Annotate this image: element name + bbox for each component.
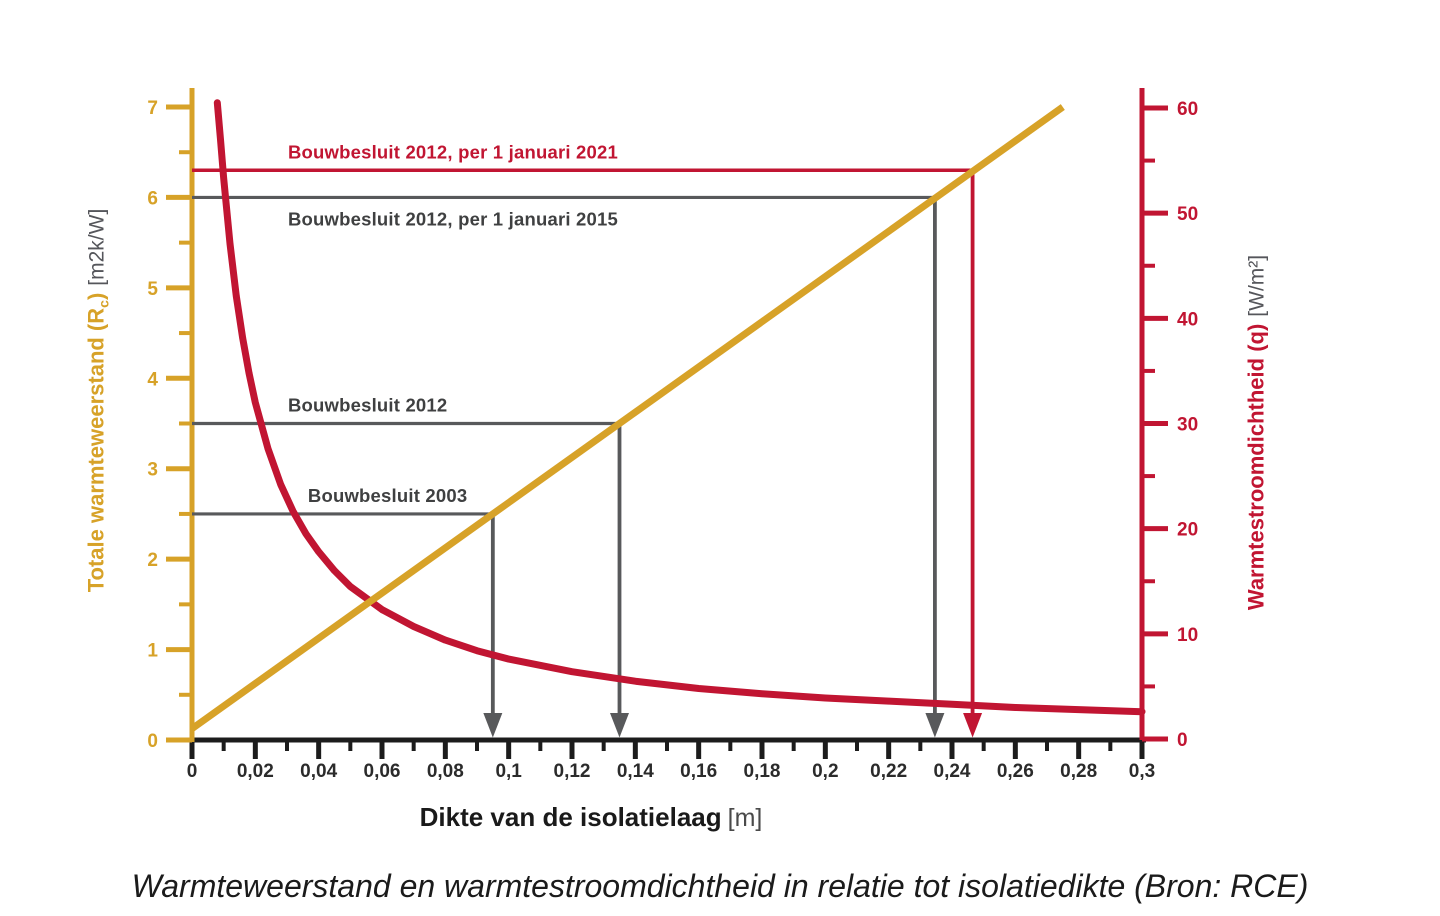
- series-rc-line: [189, 104, 1065, 732]
- annotation-label: Bouwbesluit 2012: [288, 395, 447, 416]
- left-axis-title: Totale warmteweerstand (Rc) [m2k/W]: [81, 91, 120, 711]
- down-arrow-icon: [925, 713, 945, 738]
- x-axis-title-unit: [m]: [727, 804, 763, 832]
- right-axis-title: Warmtestroomdichtheid (q) [W/m²]: [1241, 123, 1274, 743]
- left-y-axis: 0 1 2 3 4 5 6 7: [147, 88, 195, 752]
- right-tick-label: 0: [1177, 730, 1188, 751]
- right-axis-title-text: Warmtestroomdichtheid (q): [1243, 323, 1269, 611]
- right-tick-label: 10: [1177, 625, 1198, 646]
- annotation-1: Bouwbesluit 2012, per 1 januari 2015: [192, 195, 945, 738]
- right-tick-label: 40: [1177, 309, 1198, 330]
- right-tick-label: 50: [1177, 204, 1198, 225]
- annotation-0: Bouwbesluit 2012, per 1 januari 2021: [192, 141, 983, 738]
- x-tick-label: 0,18: [744, 761, 781, 782]
- x-tick-label: 0,04: [300, 761, 337, 782]
- right-tick-label: 60: [1177, 99, 1198, 120]
- left-axis-title-text: Totale warmteweerstand (R: [83, 307, 109, 593]
- down-arrow-icon: [610, 713, 629, 738]
- left-tick-label: 2: [147, 550, 158, 571]
- x-axis: 0 0,02 0,04 0,06 0,08 0,1 0,12 0,14 0,16 0,18 0,2 0…: [187, 737, 1155, 782]
- x-tick-label: 0,08: [427, 761, 464, 782]
- annotations: Bouwbesluit 2012, per 1 januari 2021 Bouw…: [192, 141, 983, 738]
- series-q-curve: [213, 99, 1146, 716]
- left-tick-label: 6: [147, 188, 158, 209]
- figure-caption: Warmteweerstand en warmtestroomdichtheid…: [131, 868, 1309, 904]
- annotation-3: Bouwbesluit 2003: [192, 485, 503, 738]
- annotation-label: Bouwbesluit 2003: [308, 485, 467, 506]
- annotation-label: Bouwbesluit 2012, per 1 januari 2015: [288, 208, 618, 229]
- x-tick-label: 0,26: [997, 761, 1034, 782]
- left-tick-label: 4: [147, 369, 158, 390]
- x-tick-label: 0,1: [495, 761, 522, 782]
- x-tick-label: 0,14: [617, 761, 654, 782]
- right-axis-title-unit: [W/m²]: [1245, 254, 1269, 317]
- left-tick-label: 1: [147, 641, 158, 662]
- left-axis-title-unit: [m2k/W]: [85, 208, 109, 286]
- right-tick-label: 20: [1177, 520, 1198, 541]
- right-tick-label: 30: [1177, 415, 1198, 436]
- x-tick-label: 0,16: [680, 761, 717, 782]
- left-axis-title-sub: c: [95, 300, 112, 308]
- x-tick-label: 0,02: [237, 761, 274, 782]
- down-arrow-icon: [483, 713, 503, 738]
- x-tick-label: 0,06: [364, 761, 401, 782]
- x-axis-title: Dikte van de isolatielaag [m]: [191, 802, 991, 833]
- x-tick-label: 0,3: [1129, 761, 1155, 782]
- right-y-axis: 0 10 20 30 40 50 60: [1139, 88, 1198, 751]
- x-tick-label: 0,24: [934, 761, 971, 782]
- down-arrow-icon: [963, 713, 983, 738]
- left-tick-label: 7: [147, 98, 158, 119]
- left-tick-label: 5: [147, 279, 158, 300]
- x-tick-label: 0,22: [870, 761, 907, 782]
- left-axis-title-close: ): [83, 292, 109, 301]
- x-tick-label: 0,28: [1060, 761, 1097, 782]
- x-axis-title-text: Dikte van de isolatielaag: [419, 802, 722, 832]
- annotation-label: Bouwbesluit 2012, per 1 januari 2021: [288, 141, 618, 162]
- left-tick-label: 0: [147, 731, 158, 752]
- x-tick-label: 0,12: [554, 761, 591, 782]
- left-tick-label: 3: [147, 460, 158, 481]
- x-tick-label: 0,2: [812, 761, 838, 782]
- x-tick-label: 0: [187, 761, 198, 782]
